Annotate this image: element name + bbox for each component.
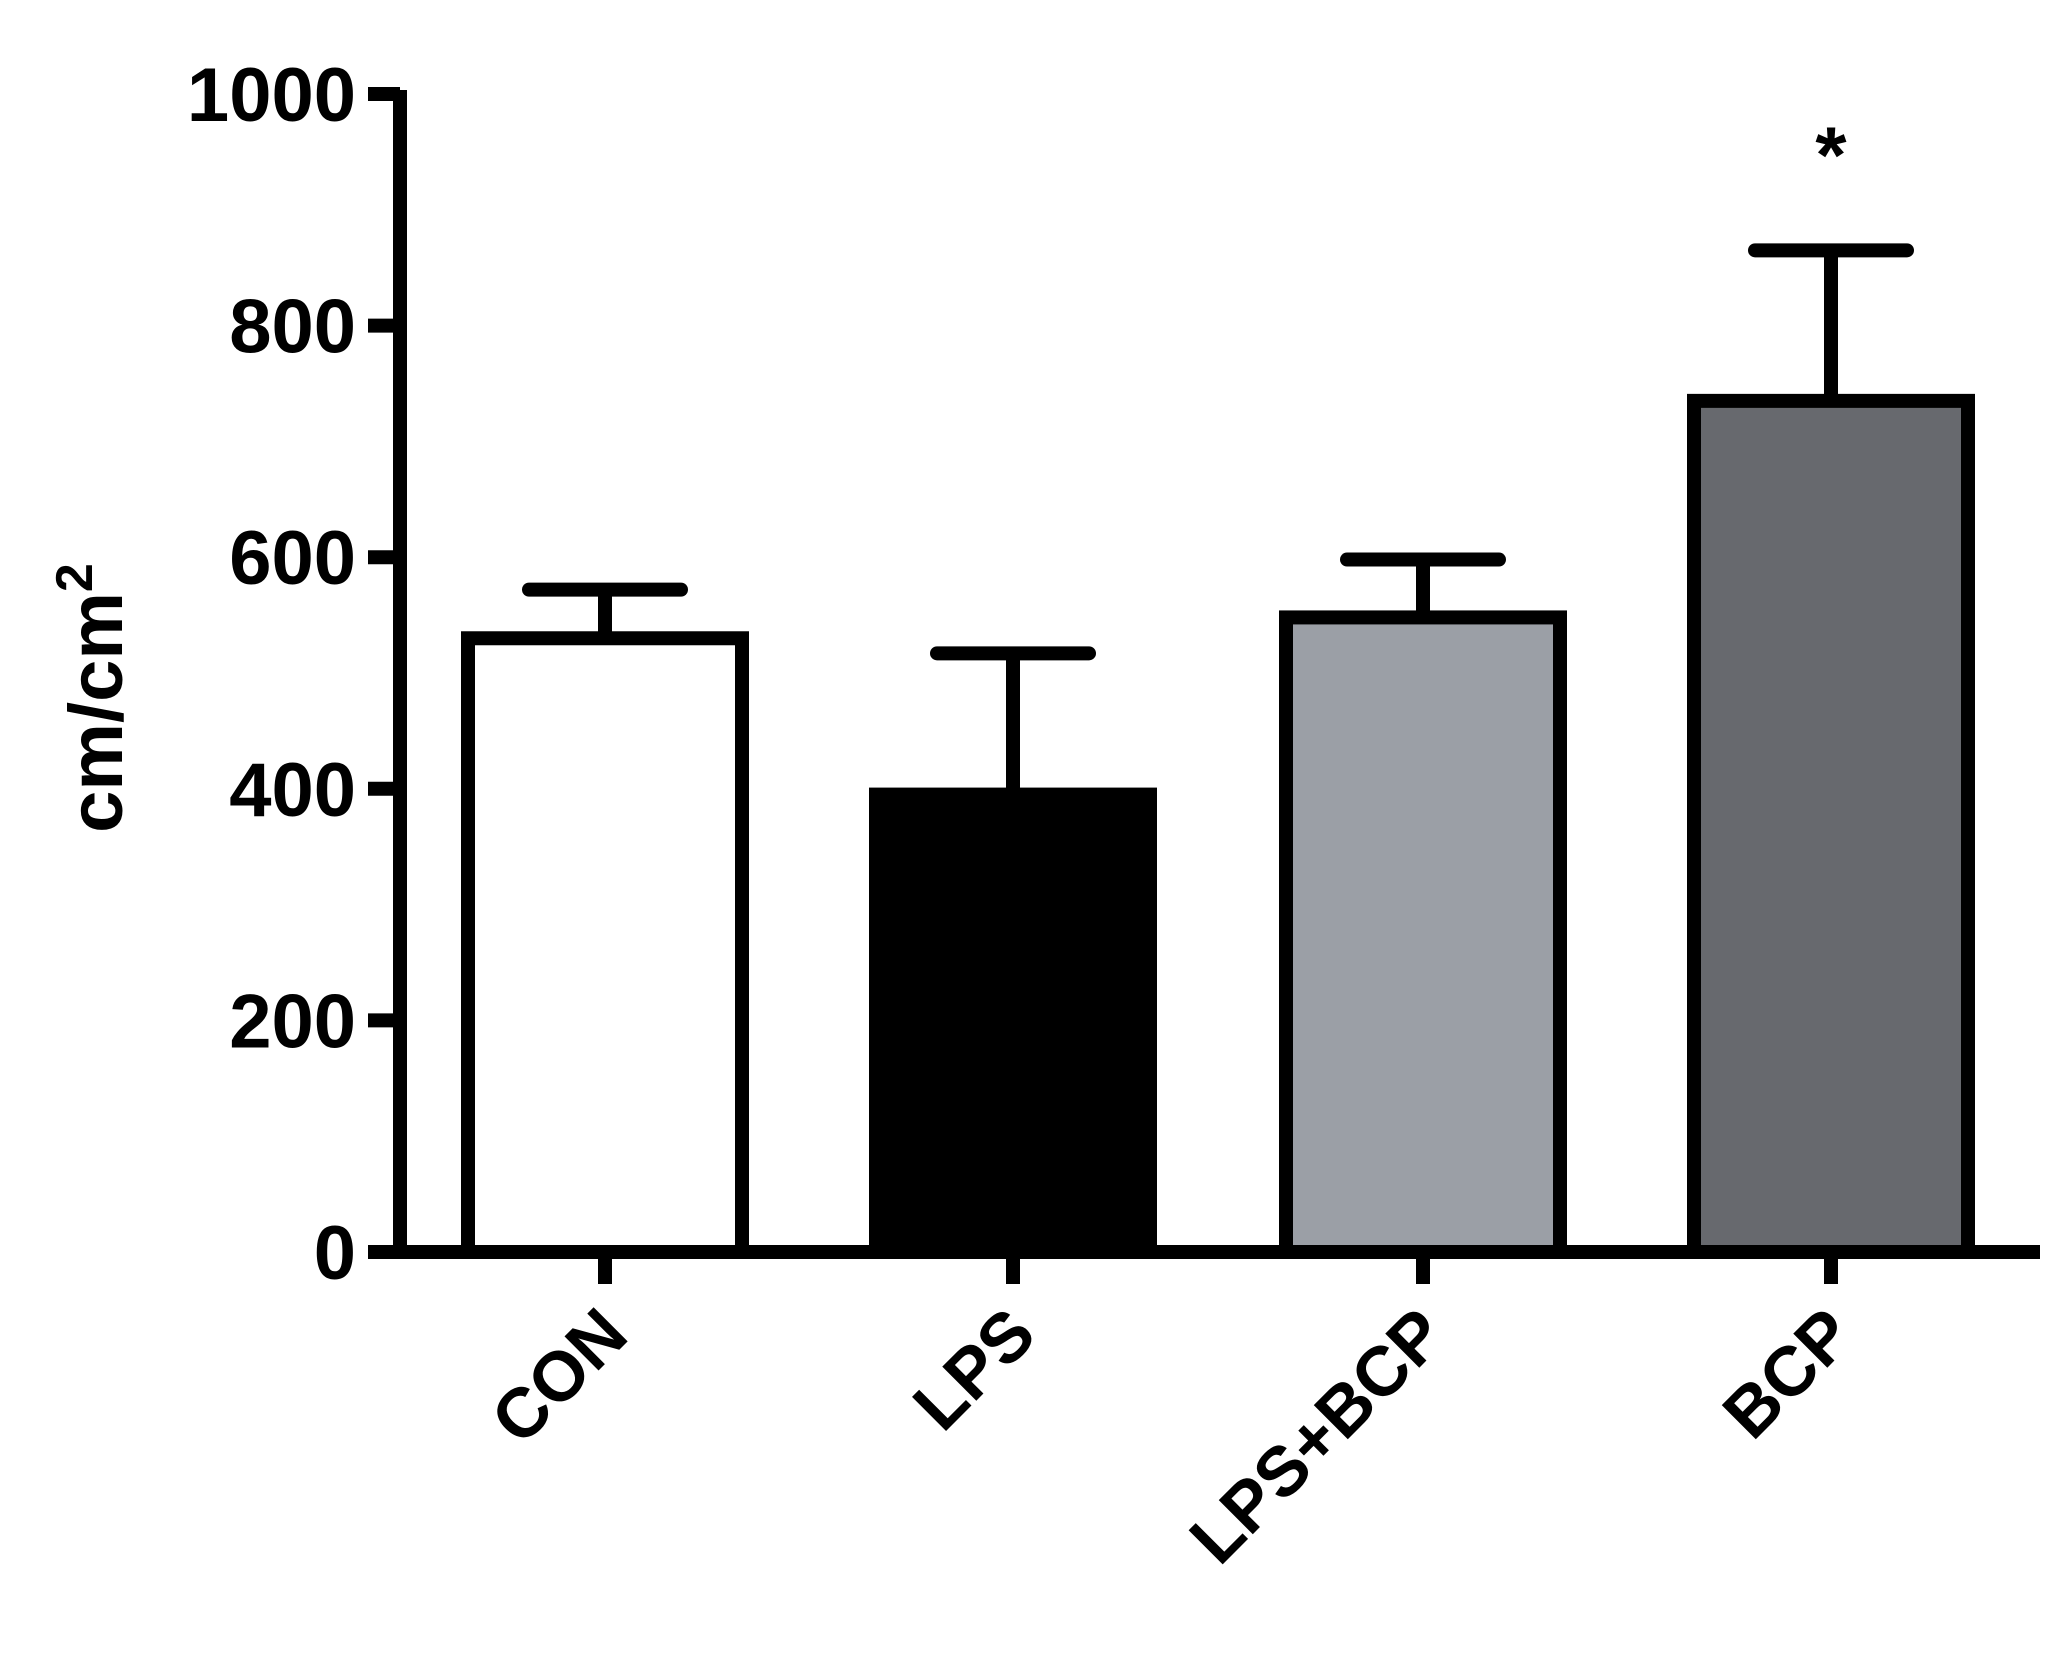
y-tick-label-1: 200 <box>229 979 356 1064</box>
bar-bcp <box>1687 393 1975 1259</box>
x-tick-label-0: CON <box>476 1293 641 1458</box>
y-axis-title-text: cm/cm <box>54 592 139 833</box>
bar-lps <box>869 787 1157 1260</box>
y-axis-title: cm/cm2 <box>46 563 139 833</box>
x-tick-label-3: BCP <box>1708 1293 1868 1453</box>
significance-marker-0: * <box>1815 110 1847 199</box>
bar-con <box>461 631 749 1259</box>
x-tick-label-2: LPS+BCP <box>1175 1293 1460 1578</box>
y-tick-label-2: 400 <box>229 748 356 833</box>
y-tick-label-5: 1000 <box>187 53 356 138</box>
y-tick-label-0: 0 <box>314 1211 356 1296</box>
y-axis-title-superscript: 2 <box>46 563 104 592</box>
x-tick-label-1: LPS <box>898 1293 1049 1444</box>
y-tick-label-4: 800 <box>229 285 356 370</box>
y-tick-label-3: 600 <box>229 516 356 601</box>
bar-lps-bcp <box>1279 610 1567 1259</box>
plot-area: CON LPS LPS+BCP BCP * 0 200 400 600 800 1000 <box>187 53 2040 1578</box>
